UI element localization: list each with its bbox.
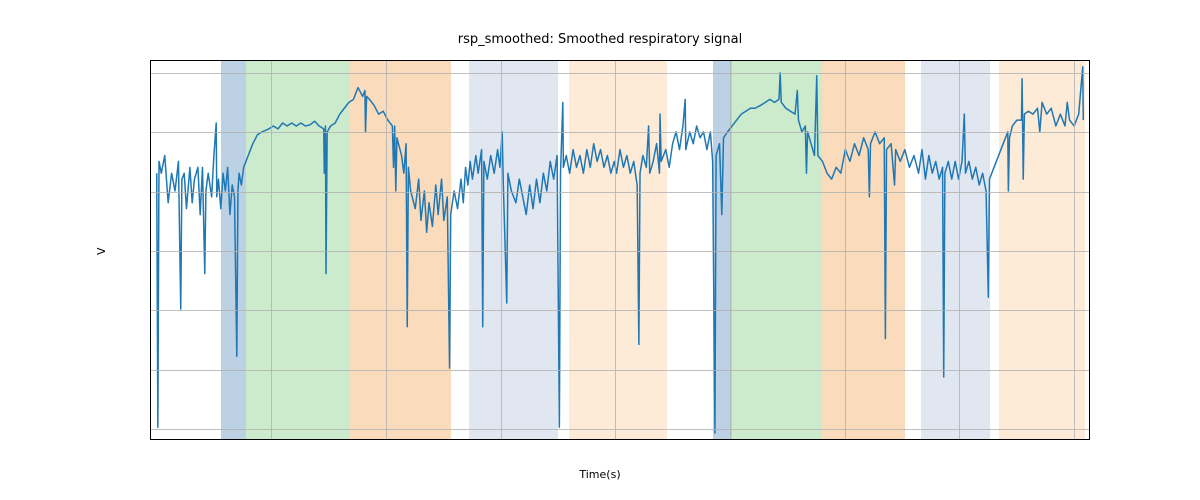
tick-mark-x	[730, 439, 731, 440]
signal-line	[151, 61, 1089, 439]
tick-mark-x	[1074, 439, 1075, 440]
gridline-h	[151, 251, 1089, 252]
gridline-h	[151, 429, 1089, 430]
tick-mark-x	[615, 439, 616, 440]
plot-area: −4−3−2−101210002000300040005000600070008…	[150, 60, 1090, 440]
tick-mark-y	[150, 132, 151, 133]
tick-mark-y	[150, 370, 151, 371]
gridline-v	[501, 61, 502, 439]
tick-mark-x	[271, 439, 272, 440]
tick-mark-x	[959, 439, 960, 440]
gridline-h	[151, 310, 1089, 311]
gridline-v	[386, 61, 387, 439]
gridline-h	[151, 192, 1089, 193]
gridline-h	[151, 132, 1089, 133]
gridline-v	[959, 61, 960, 439]
gridline-h	[151, 73, 1089, 74]
y-axis-label: V	[95, 247, 108, 255]
tick-mark-y	[150, 192, 151, 193]
gridline-v	[1074, 61, 1075, 439]
tick-mark-x	[845, 439, 846, 440]
tick-mark-x	[501, 439, 502, 440]
tick-mark-y	[150, 73, 151, 74]
chart-title: rsp_smoothed: Smoothed respiratory signa…	[0, 32, 1200, 47]
gridline-h	[151, 370, 1089, 371]
gridline-v	[730, 61, 731, 439]
tick-mark-x	[386, 439, 387, 440]
tick-mark-y	[150, 310, 151, 311]
gridline-v	[845, 61, 846, 439]
gridline-v	[615, 61, 616, 439]
tick-mark-y	[150, 429, 151, 430]
x-axis-label: Time(s)	[0, 468, 1200, 481]
figure: rsp_smoothed: Smoothed respiratory signa…	[0, 0, 1200, 500]
tick-mark-y	[150, 251, 151, 252]
gridline-v	[271, 61, 272, 439]
